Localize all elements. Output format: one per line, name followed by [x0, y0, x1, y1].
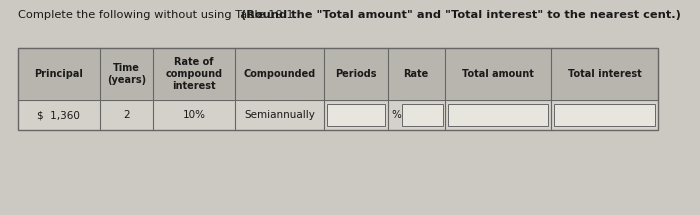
Text: %: %	[392, 110, 402, 120]
Bar	[448, 104, 548, 126]
Text: 2: 2	[123, 110, 130, 120]
Text: Complete the following without using Table 19.1.: Complete the following without using Tab…	[18, 10, 301, 20]
Text: Principal: Principal	[34, 69, 83, 79]
Text: Total amount: Total amount	[462, 69, 534, 79]
Text: Rate of
compound
interest: Rate of compound interest	[165, 57, 223, 91]
Text: Compounded: Compounded	[243, 69, 316, 79]
Bar	[18, 48, 658, 100]
Bar	[18, 100, 658, 130]
Text: Periods: Periods	[335, 69, 377, 79]
Bar	[554, 104, 655, 126]
Bar	[448, 104, 548, 126]
Bar	[327, 104, 385, 126]
Text: (Round the "Total amount" and "Total interest" to the nearest cent.): (Round the "Total amount" and "Total int…	[241, 10, 681, 20]
Text: $  1,360: $ 1,360	[38, 110, 80, 120]
Bar	[18, 48, 658, 130]
Bar	[327, 104, 385, 126]
Text: 10%: 10%	[183, 110, 206, 120]
Text: Semiannually: Semiannually	[244, 110, 315, 120]
Bar	[402, 104, 442, 126]
Text: Total interest: Total interest	[568, 69, 641, 79]
Bar	[554, 104, 655, 126]
Text: Rate: Rate	[404, 69, 429, 79]
Text: Time
(years): Time (years)	[107, 63, 146, 85]
Bar	[402, 104, 442, 126]
